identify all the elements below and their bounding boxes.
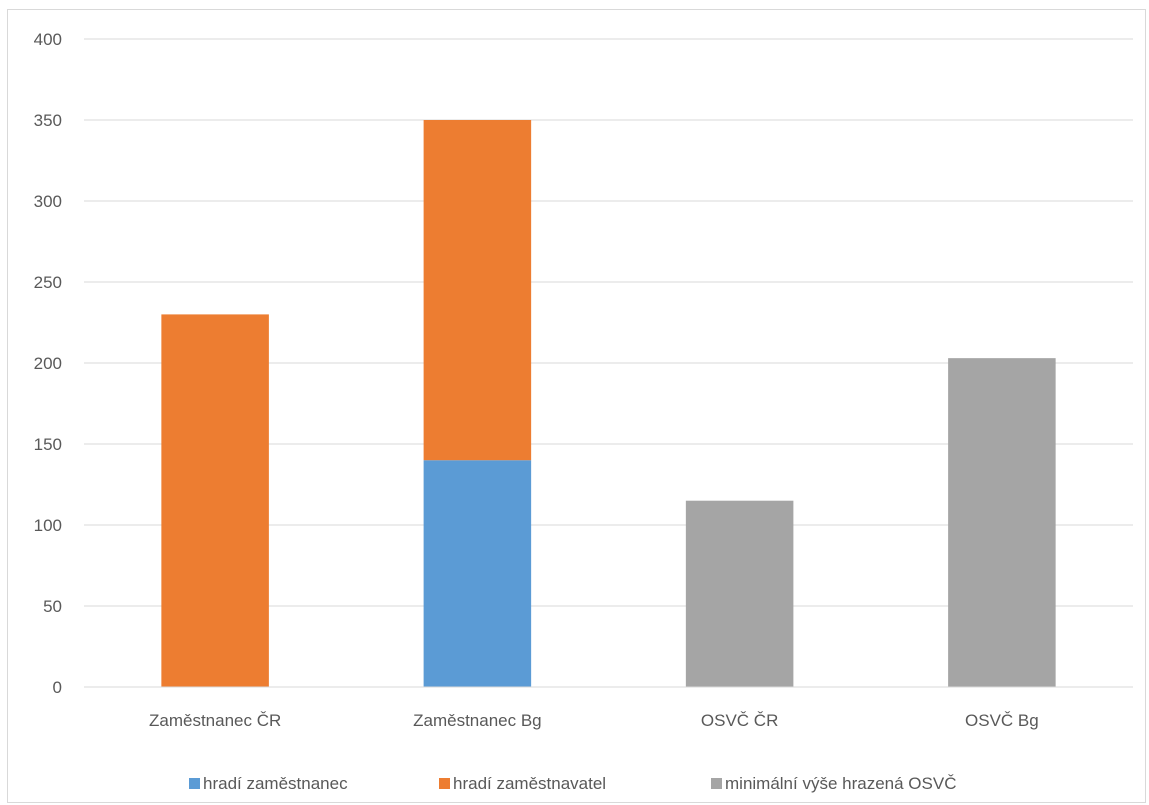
bar-segment (685, 500, 794, 687)
x-category-label: OSVČ ČR (701, 711, 778, 730)
y-tick-label: 200 (34, 354, 62, 373)
legend-swatch (711, 778, 722, 789)
y-tick-label: 100 (34, 516, 62, 535)
legend-label: hradí zaměstnanec (203, 774, 348, 793)
x-category-label: Zaměstnanec Bg (413, 711, 542, 730)
y-axis-tick-labels: 0 50 100 150 200 250 300 350 400 (34, 30, 62, 697)
legend-swatch (189, 778, 200, 789)
x-axis-category-labels: Zaměstnanec ČR Zaměstnanec Bg OSVČ ČR OSVČ … (149, 711, 1039, 730)
y-tick-label: 250 (34, 273, 62, 292)
y-tick-label: 400 (34, 30, 62, 49)
legend-label: minimální výše hrazená OSVČ (725, 774, 956, 793)
y-tick-label: 0 (53, 678, 62, 697)
x-category-label: Zaměstnanec ČR (149, 711, 281, 730)
y-tick-label: 50 (43, 597, 62, 616)
y-tick-label: 150 (34, 435, 62, 454)
legend-label: hradí zaměstnavatel (453, 774, 606, 793)
x-category-label: OSVČ Bg (965, 711, 1039, 730)
legend: hradí zaměstnanec hradí zaměstnavatel mini… (189, 774, 956, 793)
bar-segment (423, 460, 532, 687)
bars (161, 120, 1056, 687)
bar-segment (161, 314, 269, 687)
bar-segment (423, 120, 532, 461)
legend-swatch (439, 778, 450, 789)
bar-segment (948, 358, 1056, 687)
y-tick-label: 350 (34, 111, 62, 130)
y-tick-label: 300 (34, 192, 62, 211)
